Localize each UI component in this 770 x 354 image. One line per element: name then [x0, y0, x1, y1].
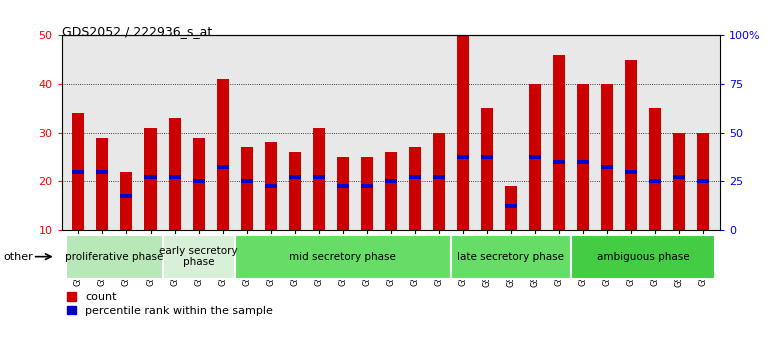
- Bar: [96, 138, 109, 230]
- Bar: [96, 170, 109, 174]
- Bar: [451, 235, 571, 279]
- Bar: [145, 175, 156, 178]
- Bar: [313, 175, 325, 178]
- Bar: [289, 152, 300, 230]
- Bar: [553, 160, 565, 164]
- Bar: [360, 157, 373, 230]
- Bar: [120, 194, 132, 198]
- Bar: [409, 175, 421, 178]
- Bar: [457, 155, 469, 159]
- Bar: [505, 204, 517, 208]
- Bar: [72, 170, 85, 174]
- Bar: [697, 179, 709, 183]
- Bar: [553, 55, 565, 230]
- Bar: [192, 138, 205, 230]
- Bar: [571, 235, 715, 279]
- Text: GDS2052 / 222936_s_at: GDS2052 / 222936_s_at: [62, 25, 212, 38]
- Text: other: other: [4, 252, 34, 262]
- Bar: [336, 184, 349, 188]
- Bar: [235, 235, 451, 279]
- Bar: [313, 128, 325, 230]
- Bar: [360, 184, 373, 188]
- Bar: [120, 172, 132, 230]
- Bar: [145, 128, 156, 230]
- Bar: [649, 179, 661, 183]
- Bar: [673, 133, 685, 230]
- Bar: [240, 147, 253, 230]
- Bar: [529, 84, 541, 230]
- Bar: [240, 179, 253, 183]
- Bar: [457, 35, 469, 230]
- Bar: [625, 170, 637, 174]
- Bar: [72, 113, 85, 230]
- Bar: [169, 175, 180, 178]
- Bar: [577, 160, 589, 164]
- Bar: [673, 175, 685, 178]
- Bar: [336, 157, 349, 230]
- Bar: [66, 235, 162, 279]
- Text: ambiguous phase: ambiguous phase: [597, 252, 689, 262]
- Bar: [601, 84, 613, 230]
- Text: late secretory phase: late secretory phase: [457, 252, 564, 262]
- Bar: [169, 118, 180, 230]
- Bar: [289, 175, 300, 178]
- Bar: [433, 175, 445, 178]
- Bar: [216, 79, 229, 230]
- Bar: [601, 165, 613, 169]
- Bar: [481, 155, 493, 159]
- Bar: [385, 179, 397, 183]
- Bar: [433, 133, 445, 230]
- Bar: [577, 84, 589, 230]
- Bar: [409, 147, 421, 230]
- Text: proliferative phase: proliferative phase: [65, 252, 164, 262]
- Bar: [265, 142, 276, 230]
- Text: mid secretory phase: mid secretory phase: [290, 252, 396, 262]
- Bar: [385, 152, 397, 230]
- Bar: [265, 184, 276, 188]
- Bar: [625, 60, 637, 230]
- Bar: [697, 133, 709, 230]
- Legend: count, percentile rank within the sample: count, percentile rank within the sample: [67, 292, 273, 316]
- Bar: [216, 165, 229, 169]
- Bar: [505, 186, 517, 230]
- Bar: [649, 108, 661, 230]
- Bar: [529, 155, 541, 159]
- Bar: [481, 108, 493, 230]
- Text: early secretory
phase: early secretory phase: [159, 246, 238, 268]
- Bar: [162, 235, 235, 279]
- Bar: [192, 179, 205, 183]
